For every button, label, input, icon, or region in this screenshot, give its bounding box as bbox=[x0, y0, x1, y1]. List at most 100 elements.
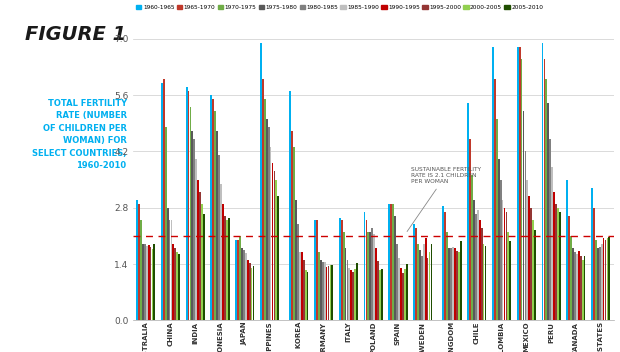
Bar bbox=[557, 208, 559, 320]
Bar bbox=[430, 244, 432, 320]
Bar bbox=[327, 266, 329, 320]
Bar bbox=[332, 265, 333, 320]
Bar bbox=[379, 270, 381, 320]
Bar bbox=[578, 251, 580, 320]
Bar bbox=[295, 200, 297, 320]
Bar bbox=[163, 79, 165, 320]
Bar bbox=[347, 260, 348, 320]
Bar bbox=[329, 265, 331, 320]
Bar bbox=[314, 220, 316, 320]
Bar bbox=[176, 252, 178, 320]
Bar bbox=[480, 228, 482, 320]
Bar bbox=[277, 196, 279, 320]
Bar bbox=[307, 272, 309, 320]
Bar bbox=[179, 254, 180, 320]
Bar bbox=[239, 236, 241, 320]
Bar bbox=[370, 232, 371, 320]
Bar bbox=[301, 252, 303, 320]
Bar bbox=[146, 246, 148, 320]
Bar bbox=[174, 248, 176, 320]
Bar bbox=[203, 214, 205, 320]
Bar bbox=[297, 224, 299, 320]
Bar bbox=[404, 269, 405, 320]
Bar bbox=[583, 256, 585, 320]
Bar bbox=[530, 208, 532, 320]
Bar bbox=[525, 151, 526, 320]
Bar bbox=[270, 147, 272, 320]
Bar bbox=[201, 204, 203, 320]
Bar bbox=[169, 220, 171, 320]
Bar bbox=[599, 247, 601, 320]
Bar bbox=[250, 268, 252, 320]
Bar bbox=[597, 248, 599, 320]
Bar bbox=[471, 176, 473, 320]
Bar bbox=[500, 180, 502, 320]
Bar bbox=[559, 212, 560, 320]
Bar bbox=[272, 163, 273, 320]
Bar bbox=[428, 252, 430, 320]
Bar bbox=[388, 204, 390, 320]
Bar bbox=[547, 103, 549, 320]
Bar bbox=[517, 47, 518, 320]
Bar bbox=[215, 111, 216, 320]
Bar bbox=[576, 254, 578, 320]
Bar bbox=[448, 248, 450, 320]
Bar bbox=[569, 216, 570, 320]
Bar bbox=[443, 206, 445, 320]
Bar bbox=[469, 139, 471, 320]
Bar bbox=[555, 204, 557, 320]
Bar bbox=[350, 270, 352, 320]
Bar bbox=[304, 270, 306, 320]
Bar bbox=[551, 168, 553, 320]
Bar bbox=[375, 248, 377, 320]
Bar bbox=[445, 212, 446, 320]
Bar bbox=[603, 238, 604, 320]
Bar bbox=[170, 220, 172, 320]
Bar bbox=[400, 268, 402, 320]
Bar bbox=[505, 212, 507, 320]
Bar bbox=[213, 99, 214, 320]
Bar bbox=[492, 47, 494, 320]
Bar bbox=[148, 245, 149, 320]
Bar bbox=[235, 240, 237, 320]
Bar bbox=[290, 91, 291, 320]
Bar bbox=[485, 246, 487, 320]
Bar bbox=[381, 269, 383, 320]
Bar bbox=[419, 250, 421, 320]
Text: SUSTAINABLE FERTILITY
RATE IS 2.1 CHILDREN
PER WOMAN: SUSTAINABLE FERTILITY RATE IS 2.1 CHILDR… bbox=[407, 168, 480, 232]
Bar bbox=[249, 263, 250, 320]
Bar bbox=[593, 208, 595, 320]
Legend: 1960-1965, 1965-1970, 1970-1975, 1975-1980, 1980-1985, 1985-1990, 1990-1995, 199: 1960-1965, 1965-1970, 1970-1975, 1975-19… bbox=[136, 5, 543, 10]
Bar bbox=[467, 103, 469, 320]
Bar bbox=[494, 79, 496, 320]
Bar bbox=[421, 256, 423, 320]
Bar bbox=[498, 159, 500, 320]
Bar bbox=[503, 208, 505, 320]
Bar bbox=[526, 180, 528, 320]
Bar bbox=[273, 171, 275, 320]
Bar bbox=[326, 267, 327, 320]
Bar bbox=[502, 200, 503, 320]
Bar bbox=[373, 234, 375, 320]
Bar bbox=[475, 214, 477, 320]
Bar bbox=[199, 191, 201, 320]
Bar bbox=[580, 256, 582, 320]
Bar bbox=[371, 228, 373, 320]
Bar bbox=[368, 232, 370, 320]
Bar bbox=[608, 238, 610, 320]
Bar bbox=[528, 196, 530, 320]
Bar bbox=[574, 252, 576, 320]
Bar bbox=[138, 204, 140, 320]
Bar bbox=[291, 131, 293, 320]
Bar bbox=[266, 119, 268, 320]
Bar bbox=[544, 59, 546, 320]
Bar bbox=[405, 264, 407, 320]
Bar bbox=[450, 248, 452, 320]
Bar bbox=[417, 244, 419, 320]
Bar bbox=[241, 248, 243, 320]
Bar bbox=[151, 249, 153, 320]
Bar bbox=[534, 230, 536, 320]
Bar bbox=[172, 244, 174, 320]
Bar bbox=[479, 220, 480, 320]
Bar bbox=[523, 111, 525, 320]
